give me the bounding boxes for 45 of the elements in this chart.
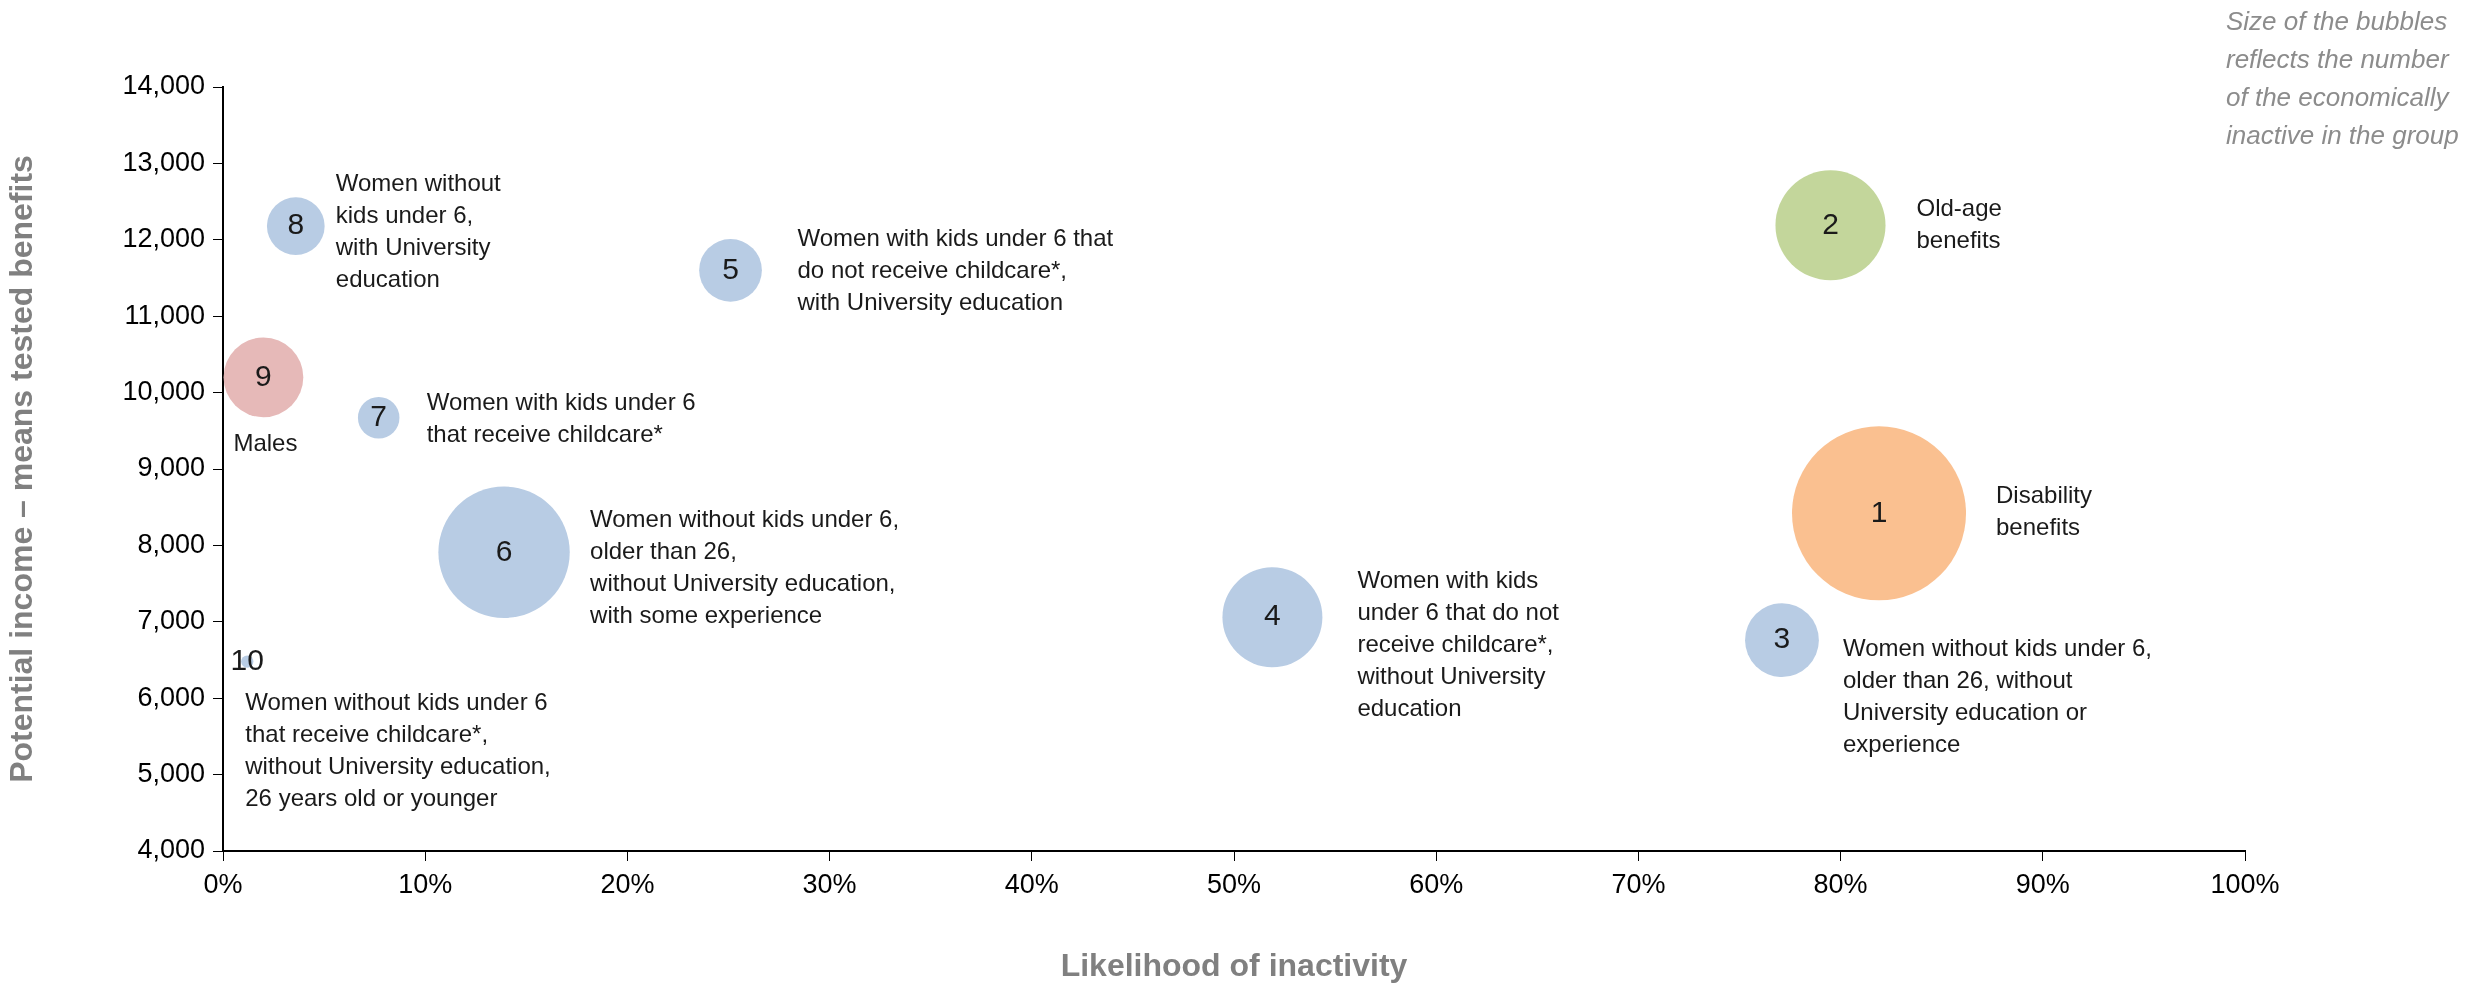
annotation: Old-age benefits: [1916, 193, 2002, 253]
x-tick-label: 50%: [1206, 868, 1262, 899]
annotation: Disability benefits: [1996, 480, 2093, 540]
x-tick-label: 70%: [1611, 868, 1666, 899]
annotation: Women with kids under 6 that do not receive childcare*, with University education: [796, 223, 1114, 315]
x-tick-label: 20%: [600, 868, 655, 899]
annotation: Women with kids under 6 that receive childcare*: [426, 388, 696, 448]
annotation: 5: [722, 251, 739, 285]
annotation: 1: [1870, 494, 1888, 528]
y-axis-title: Potential income – means tested benefits: [3, 155, 40, 783]
annotation: 6: [495, 533, 513, 567]
x-tick-label: 80%: [1813, 868, 1868, 899]
annotation: Women without kids under 6, older than 26, without University education or experience: [1842, 633, 2153, 757]
y-tick-label: 8,000: [137, 528, 205, 559]
annotation: 3: [1773, 621, 1791, 655]
y-tick-label: 5,000: [137, 758, 205, 789]
annotation: 7: [370, 399, 388, 433]
annotation: 9: [255, 358, 272, 392]
y-tick-label: 11,000: [124, 299, 205, 330]
x-tick-label: 100%: [2210, 868, 2280, 899]
annotation: Women without kids under 6, with University education: [334, 168, 502, 292]
annotation: 2: [1822, 206, 1839, 240]
x-tick-label: 10%: [398, 868, 453, 899]
y-tick-label: 7,000: [137, 605, 205, 636]
x-tick-label: 90%: [2015, 868, 2070, 899]
annotation: 4: [1264, 598, 1281, 632]
x-tick-label: 30%: [802, 868, 857, 899]
annotation: Women without kids under 6, older than 26, without University education, with some experience: [589, 504, 900, 628]
x-tick-label: 40%: [1004, 868, 1059, 899]
annotation: 10: [230, 642, 264, 676]
annotation: Women with kids under 6 that do not receive childcare*, without University education: [1356, 565, 1560, 721]
x-tick-label: 60%: [1409, 868, 1464, 899]
annotation: Women without kids under 6 that receive childcare*, without University education, 26 years old or younger: [244, 688, 551, 812]
y-tick-label: 4,000: [137, 834, 205, 865]
y-tick-label: 12,000: [122, 223, 205, 254]
annotation: 8: [287, 207, 305, 241]
x-axis-title: Likelihood of inactivity: [1060, 946, 1408, 983]
annotation: Size of the bubbles reflects the number of the economically inactive in the group: [2226, 6, 2459, 151]
y-tick-label: 14,000: [122, 70, 205, 101]
y-tick-label: 10,000: [122, 376, 205, 407]
annotation: Males: [233, 428, 298, 456]
y-tick-label: 6,000: [137, 681, 205, 712]
y-tick-label: 9,000: [137, 452, 205, 483]
x-tick-label: 0%: [203, 868, 243, 899]
y-tick-label: 13,000: [122, 146, 205, 177]
